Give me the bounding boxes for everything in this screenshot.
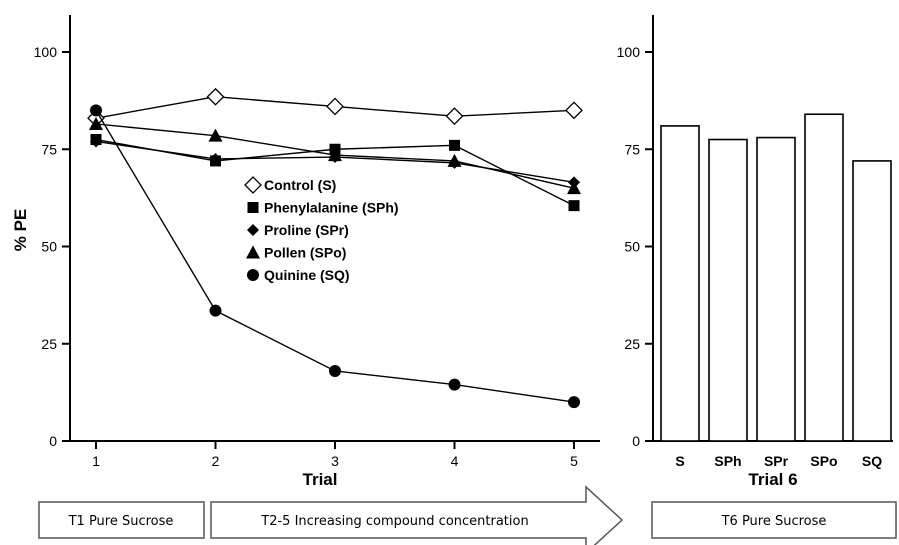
- data-point-control-s: [326, 97, 344, 116]
- bar-s: [660, 125, 700, 442]
- data-point-control-s: [565, 101, 583, 120]
- x-tick-label: 3: [331, 453, 339, 469]
- bar-y-tick-label: 75: [624, 141, 640, 157]
- y-tick-label: 50: [41, 239, 57, 255]
- bar-y-tick-label: 50: [624, 239, 640, 255]
- bar-chart: 0 25 50 75 100 S SPh SPr SPo SQ Trial 6: [617, 15, 893, 489]
- line-chart-y-ticks: 0 25 50 75 100: [34, 44, 70, 449]
- stage-timeline: T1 Pure Sucrose T2-5 Increasing compound…: [38, 485, 897, 545]
- y-tick-label: 25: [41, 336, 57, 352]
- data-point-pollen-spo: [328, 148, 342, 162]
- y-tick-label: 75: [41, 141, 57, 157]
- bar-category-label: SQ: [862, 453, 882, 469]
- legend-marker-phenylalanine-sph: [247, 202, 259, 213]
- legend-marker-pollen-spo: [246, 245, 260, 259]
- x-tick-label: 1: [92, 453, 100, 469]
- bar-category-label: SPh: [714, 453, 741, 469]
- data-point-pollen-spo: [208, 128, 223, 142]
- data-point-proline-spr: [209, 152, 222, 165]
- data-point-control-s: [206, 87, 225, 106]
- line-chart-x-label: Trial: [303, 470, 338, 489]
- stage-t1-label: T1 Pure Sucrose: [68, 514, 174, 529]
- legend-label-control-s: Control (S): [264, 177, 336, 193]
- bar-y-tick-label: 25: [624, 336, 640, 352]
- bar-chart-bars: S SPh SPr SPo SQ: [660, 113, 892, 469]
- data-point-proline-spr: [90, 135, 102, 148]
- bar-sq: [852, 160, 892, 442]
- legend-marker-proline-spr: [247, 224, 259, 236]
- legend: Control (S) Phenylalanine (SPh) Proline (S…: [244, 176, 399, 283]
- data-point-pollen-spo: [447, 153, 462, 167]
- data-point-phenylalanine-sph: [449, 139, 460, 151]
- data-point-quinine-sq: [568, 396, 580, 409]
- legend-label-pollen-spo: Pollen (SPo): [264, 245, 346, 261]
- line-chart-x-ticks: 1 2 3 4 5: [92, 441, 578, 469]
- data-point-phenylalanine-sph: [568, 200, 580, 212]
- series-quinine-sq: [90, 104, 580, 409]
- legend-label-quinine-sq: Quinine (SQ): [264, 267, 350, 283]
- line-chart: 0 25 50 75 100 1 2 3 4 5 Trial % PE Control (S) P…: [11, 15, 600, 489]
- data-point-pollen-spo: [567, 181, 581, 195]
- data-point-quinine-sq: [90, 104, 102, 117]
- data-point-quinine-sq: [329, 364, 341, 377]
- bar-category-label: SPr: [764, 453, 789, 469]
- legend-marker-quinine-sq: [247, 269, 259, 281]
- stage-t2-5-arrow: [210, 485, 624, 545]
- x-tick-label: 2: [212, 453, 220, 469]
- bar-chart-x-label: Trial 6: [748, 470, 797, 489]
- legend-label-proline-spr: Proline (SPr): [264, 222, 349, 238]
- bar-spo: [804, 113, 844, 442]
- x-tick-label: 4: [451, 453, 459, 469]
- legend-marker-control-s: [244, 176, 262, 194]
- bar-sph: [708, 138, 748, 442]
- stage-t6-box: [651, 501, 897, 539]
- bar-category-label: SPo: [810, 453, 837, 469]
- stage-t1-box: [38, 501, 205, 539]
- bar-y-tick-label: 0: [632, 433, 640, 449]
- y-tick-label: 100: [34, 44, 58, 60]
- legend-label-phenylalanine-sph: Phenylalanine (SPh): [264, 200, 399, 216]
- data-point-quinine-sq: [209, 304, 222, 317]
- x-tick-label: 5: [570, 453, 578, 469]
- line-chart-series: [87, 87, 583, 409]
- y-tick-label: 0: [49, 433, 57, 449]
- bar-chart-y-ticks: 0 25 50 75 100: [617, 44, 653, 449]
- stage-t2-5-label: T2-5 Increasing compound concentration: [260, 514, 528, 529]
- data-point-control-s: [445, 107, 464, 126]
- bar-spr: [756, 136, 796, 442]
- bar-category-label: S: [675, 453, 684, 469]
- series-pollen-spo: [89, 116, 581, 195]
- stage-t6-label: T6 Pure Sucrose: [721, 514, 827, 529]
- series-control-s: [87, 87, 583, 128]
- line-chart-y-label: % PE: [11, 209, 30, 252]
- bar-y-tick-label: 100: [617, 44, 641, 60]
- data-point-pollen-spo: [89, 116, 103, 130]
- data-point-quinine-sq: [448, 378, 461, 391]
